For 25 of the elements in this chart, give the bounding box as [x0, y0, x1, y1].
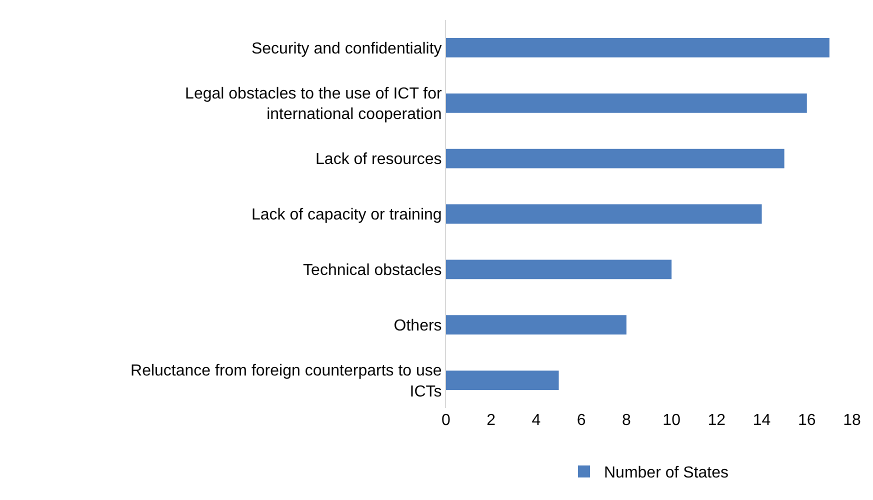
- x-tick-label: 4: [532, 412, 541, 429]
- y-tick-label: Others: [394, 317, 442, 334]
- x-tick-label: 6: [576, 412, 586, 429]
- bar: [446, 370, 559, 390]
- x-tick-label: 16: [798, 412, 816, 429]
- legend-label: Number of States: [604, 464, 728, 482]
- x-tick-label: 12: [708, 412, 726, 429]
- x-tick-label: 0: [442, 412, 451, 429]
- y-tick-label: Technical obstacles: [303, 262, 442, 280]
- x-tick-label: 18: [843, 412, 861, 429]
- bar: [446, 204, 762, 224]
- x-tick-label: 14: [752, 412, 771, 429]
- y-tick-label: Legal obstacles to the use of ICT for international cooperation: [185, 85, 442, 124]
- y-tick-label: Security and confidentiality: [251, 40, 442, 58]
- x-tick-label: 10: [662, 412, 681, 429]
- bar: [446, 93, 807, 113]
- y-tick-label: Lack of resources: [316, 151, 442, 168]
- y-tick-label: Reluctance from foreign counterparts to use ICTs: [130, 362, 442, 400]
- bar: [446, 148, 784, 168]
- bar: [446, 315, 626, 335]
- bar: [446, 260, 672, 280]
- x-tick-label: 8: [622, 412, 631, 429]
- y-tick-label: Lack of capacity or training: [251, 206, 442, 224]
- bar: [446, 38, 830, 58]
- x-tick-label: 2: [486, 412, 496, 429]
